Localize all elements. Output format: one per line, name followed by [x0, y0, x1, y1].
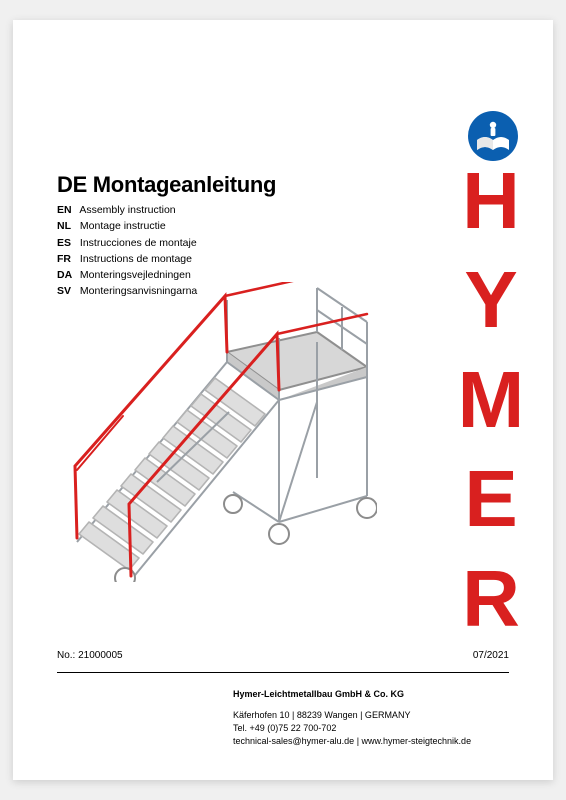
manual-info-icon [467, 110, 519, 162]
lang-text: Instrucciones de montaje [80, 237, 197, 249]
lang-nl: NL Montage instructie [57, 218, 276, 234]
lang-code: NL [57, 218, 77, 234]
brand-letter-r: R [462, 568, 516, 630]
lang-en: EN Assembly instruction [57, 202, 276, 218]
lang-text: Assembly instruction [79, 204, 175, 216]
lang-text: Instructions de montage [80, 253, 192, 265]
lang-code: EN [57, 202, 77, 218]
docno-label: No.: [57, 650, 75, 661]
lang-code: FR [57, 251, 77, 267]
brand-letter-m: M [458, 369, 521, 431]
product-illustration [57, 282, 377, 582]
document-date: 07/2021 [473, 650, 509, 661]
brand-letter-e: E [464, 468, 513, 530]
company-contact: technical-sales@hymer-alu.de | www.hymer… [233, 735, 509, 748]
lang-da: DA Monteringsvejledningen [57, 267, 276, 283]
company-address: Käferhofen 10 | 88239 Wangen | GERMANY [233, 709, 509, 722]
divider [57, 672, 509, 673]
lang-text: Monteringsvejledningen [80, 269, 191, 281]
lang-code: DA [57, 267, 77, 283]
brand-logo-vertical: H Y M E R [457, 170, 521, 630]
brand-letter-h: H [462, 170, 516, 232]
brand-letter-y: Y [464, 269, 513, 331]
lang-es: ES Instrucciones de montaje [57, 235, 276, 251]
main-title: DE Montageanleitung [57, 172, 276, 198]
company-phone: Tel. +49 (0)75 22 700-702 [233, 722, 509, 735]
docno-value: 21000005 [78, 650, 123, 661]
lang-code: ES [57, 235, 77, 251]
title-block: DE Montageanleitung EN Assembly instruct… [57, 172, 276, 300]
lang-text: Montage instructie [80, 220, 166, 232]
document-number: No.: 21000005 [57, 650, 123, 661]
lang-fr: FR Instructions de montage [57, 251, 276, 267]
company-name: Hymer-Leichtmetallbau GmbH & Co. KG [233, 688, 509, 701]
footer-block: Hymer-Leichtmetallbau GmbH & Co. KG Käfe… [233, 688, 509, 748]
document-page: DE Montageanleitung EN Assembly instruct… [13, 20, 553, 780]
